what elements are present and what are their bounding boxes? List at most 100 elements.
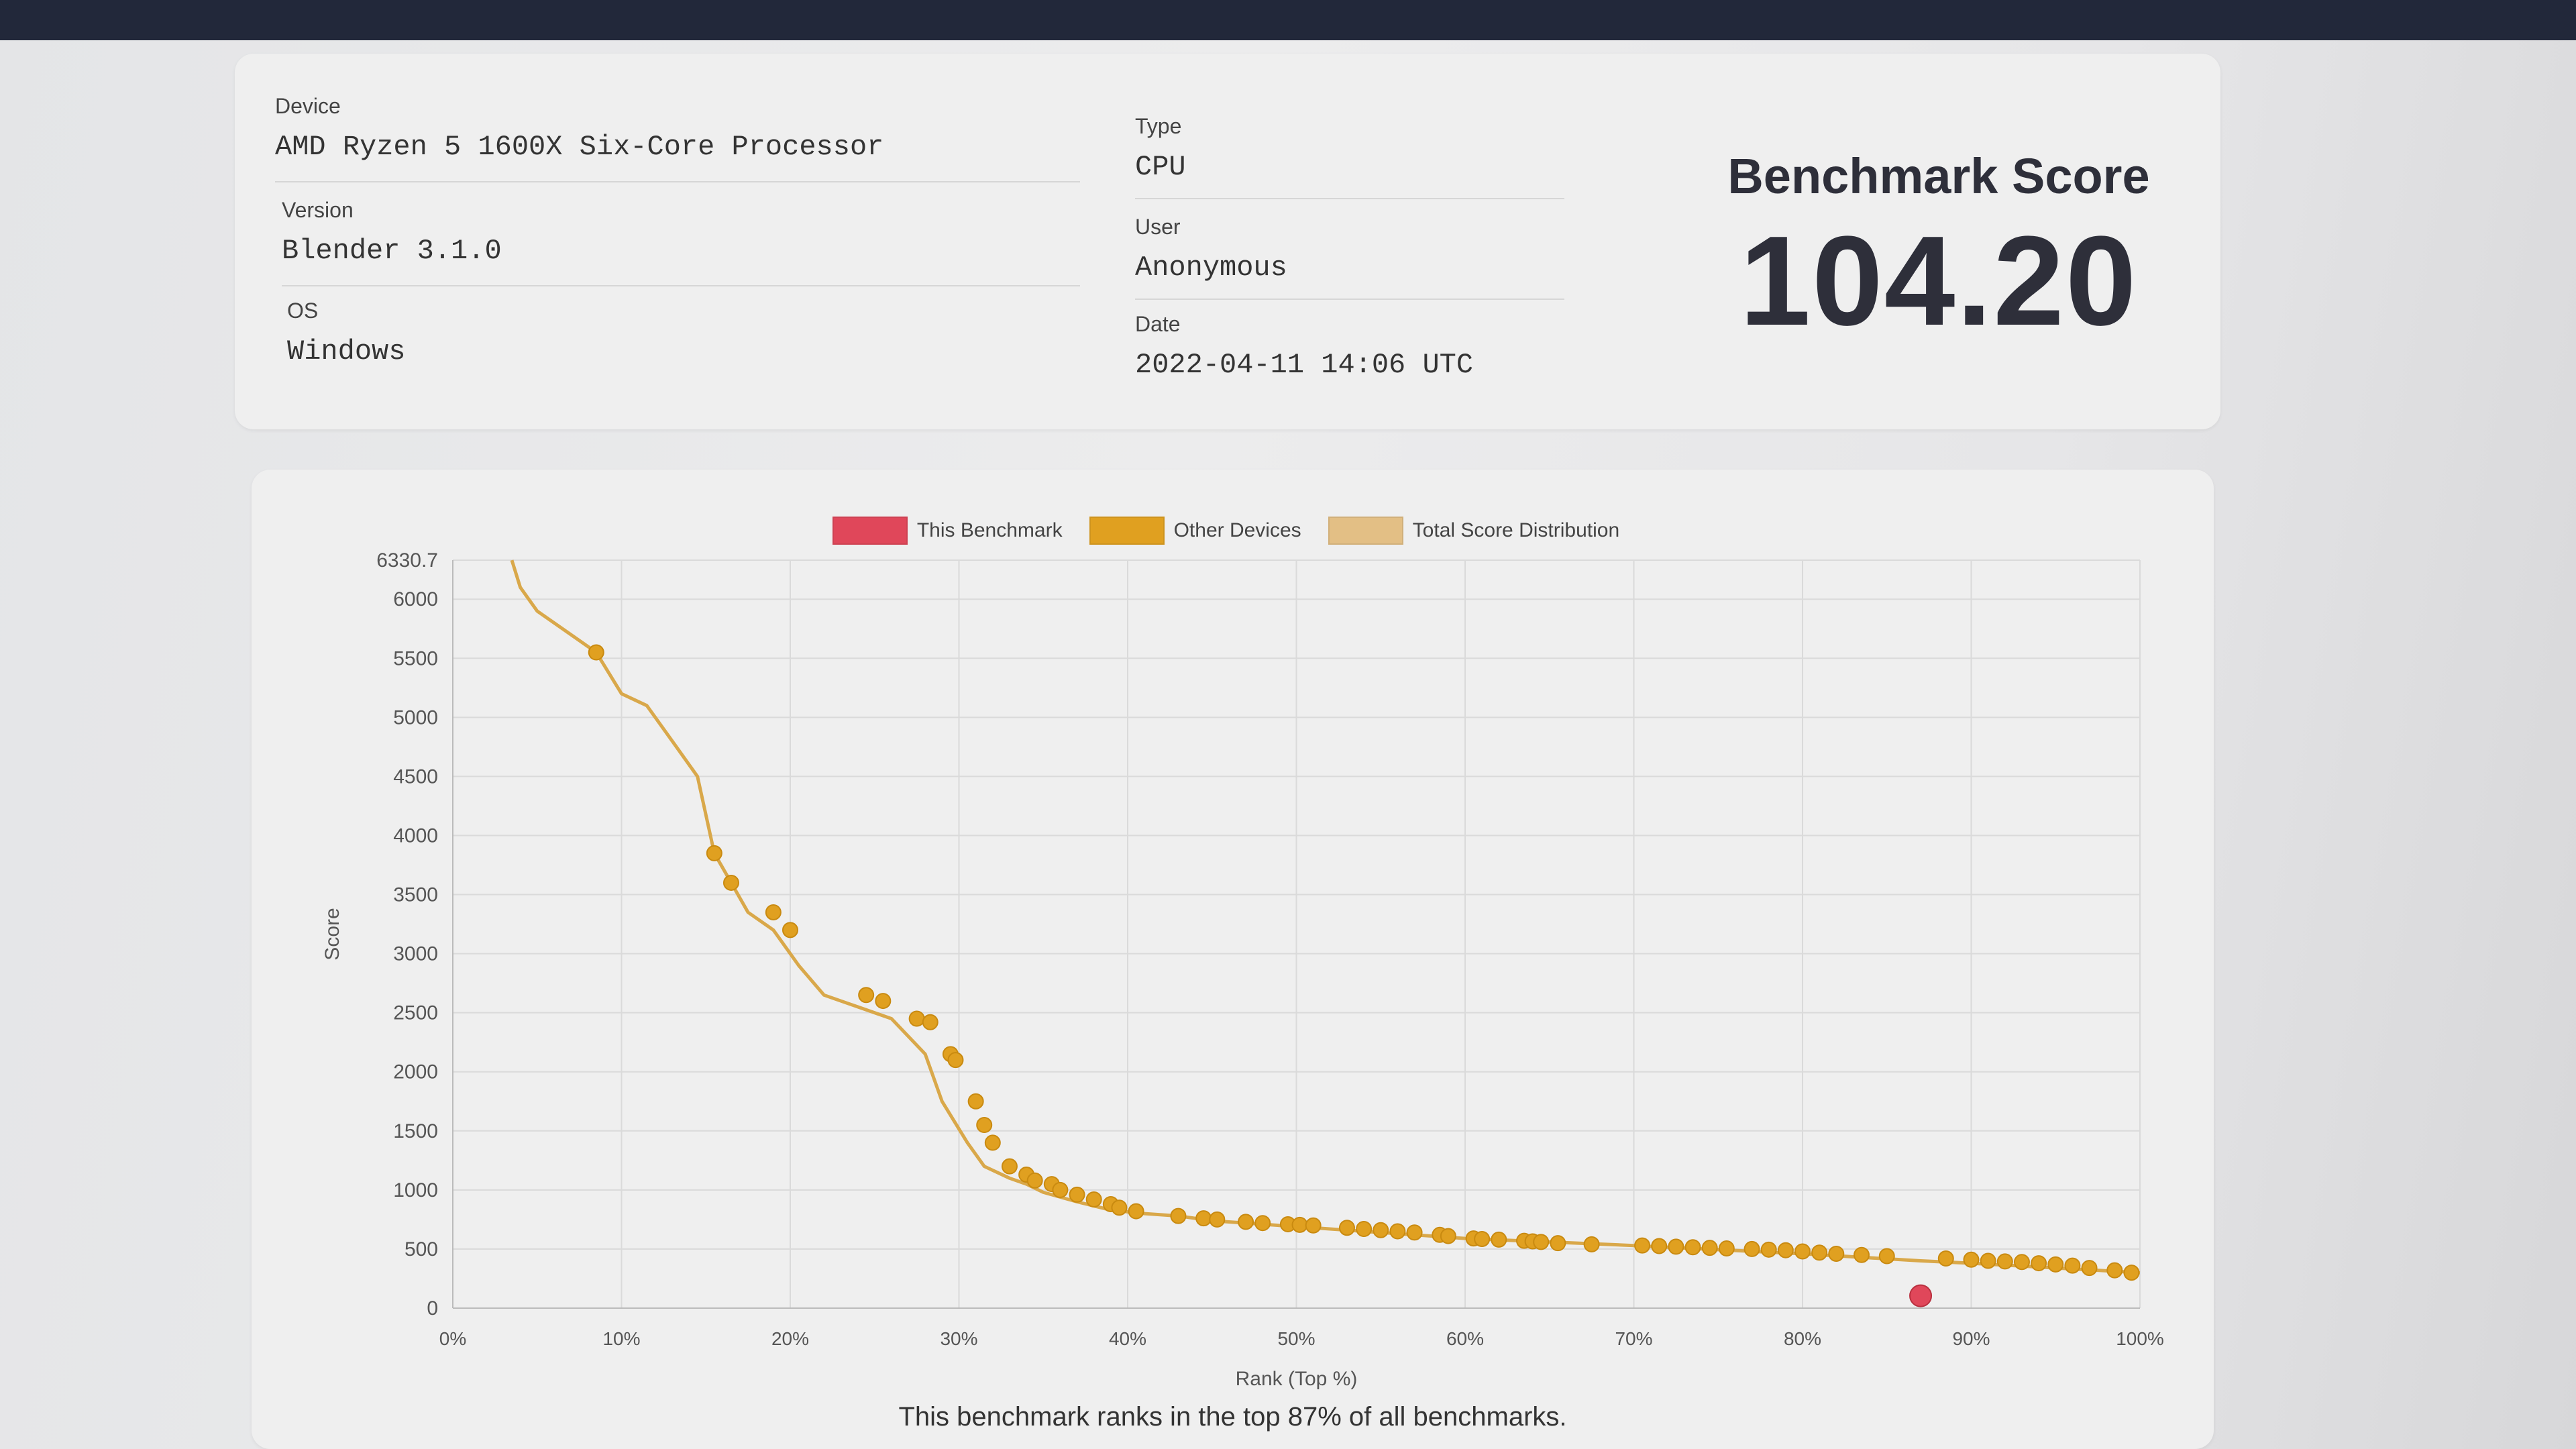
score-distribution-chart-card: This Benchmark Other Devices Total Score… <box>252 470 2214 1449</box>
y-tick-label: 5500 <box>393 647 438 669</box>
data-point-other-device <box>1854 1246 1870 1263</box>
y-tick-label: 4000 <box>393 824 438 847</box>
y-tick-label: 2000 <box>393 1061 438 1083</box>
legend-label-other-devices: Other Devices <box>1173 519 1301 541</box>
data-point-other-device <box>967 1093 984 1110</box>
date-value: 2022-04-11 14:06 UTC <box>1135 349 1474 381</box>
type-value: CPU <box>1135 151 1186 183</box>
y-tick-label: 500 <box>405 1238 438 1260</box>
data-point-other-device <box>2031 1255 2047 1272</box>
data-point-other-device <box>1811 1244 1828 1261</box>
data-point-other-device <box>1937 1250 1954 1267</box>
y-tick-label: 5000 <box>393 706 438 729</box>
date-field: Date 2022-04-11 14:06 UTC <box>1135 312 1564 396</box>
device-value: AMD Ryzen 5 1600X Six-Core Processor <box>275 131 884 163</box>
data-point-other-device <box>1356 1220 1373 1237</box>
top-bar <box>0 0 2576 40</box>
data-point-other-device <box>1718 1240 1735 1257</box>
y-tick-label: 1500 <box>393 1120 438 1142</box>
version-value: Blender 3.1.0 <box>282 235 502 267</box>
user-label: User <box>1135 215 1181 239</box>
os-value: Windows <box>287 335 406 368</box>
benchmark-info-card: Device AMD Ryzen 5 1600X Six-Core Proces… <box>235 54 2220 429</box>
score-distribution-chart: 0% 10% 20% 30% 40% 50% 60% 70% 80% 90% 100% 0 500 100… <box>321 549 2164 1390</box>
data-point-other-device <box>782 922 798 938</box>
y-tick-label: 2500 <box>393 1002 438 1024</box>
data-point-other-device <box>984 1134 1001 1151</box>
data-point-other-device <box>1111 1199 1128 1216</box>
data-point-other-device <box>1794 1243 1811 1260</box>
user-value: Anonymous <box>1135 252 1287 284</box>
x-tick-label: 30% <box>940 1328 977 1349</box>
series-line-total-distribution <box>510 559 2141 1275</box>
data-point-other-device <box>875 993 892 1010</box>
chart-legend: This Benchmark Other Devices Total Score… <box>252 517 2214 545</box>
user-field: User Anonymous <box>1135 215 1564 300</box>
data-point-other-device <box>1996 1253 2013 1270</box>
data-point-other-device <box>2081 1260 2098 1277</box>
data-point-other-device <box>1878 1248 1895 1265</box>
type-field: Type CPU <box>1135 114 1564 199</box>
data-point-other-device <box>1085 1191 1102 1208</box>
data-point-other-device <box>1373 1222 1389 1238</box>
type-label: Type <box>1135 114 1182 138</box>
data-point-other-device <box>1052 1181 1069 1198</box>
os-label: OS <box>287 299 319 323</box>
y-tick-label: 3000 <box>393 943 438 965</box>
legend-swatch-this-benchmark <box>832 517 908 545</box>
legend-label-this-benchmark: This Benchmark <box>916 519 1063 541</box>
y-tick-label: 4500 <box>393 765 438 788</box>
data-point-other-device <box>858 987 875 1004</box>
data-point-other-device <box>765 904 782 920</box>
data-point-other-device <box>976 1117 993 1134</box>
x-tick-label: 20% <box>771 1328 809 1349</box>
legend-label-total-distribution: Total Score Distribution <box>1412 519 1620 541</box>
data-point-other-device <box>1069 1186 1085 1203</box>
data-point-other-device <box>706 845 722 861</box>
data-point-other-device <box>1406 1224 1423 1241</box>
data-point-other-device <box>947 1052 964 1069</box>
date-label: Date <box>1135 312 1181 336</box>
y-tick-label: 1000 <box>393 1179 438 1201</box>
x-tick-label: 90% <box>1952 1328 1990 1349</box>
y-axis-title: Score <box>321 908 343 960</box>
data-point-other-device <box>1170 1208 1187 1224</box>
data-point-other-device <box>1291 1216 1308 1233</box>
x-tick-label: 50% <box>1277 1328 1315 1349</box>
benchmark-score-title: Benchmark Score <box>1727 148 2150 204</box>
device-field: Device AMD Ryzen 5 1600X Six-Core Proces… <box>275 94 1080 182</box>
data-point-other-device <box>1651 1238 1668 1254</box>
legend-item-other-devices[interactable]: Other Devices <box>1089 517 1301 545</box>
data-point-other-device <box>2123 1265 2140 1281</box>
data-point-other-device <box>1491 1231 1507 1248</box>
x-axis-title: Rank (Top %) <box>1236 1368 1358 1390</box>
device-label: Device <box>275 94 341 118</box>
data-point-other-device <box>1701 1240 1718 1256</box>
data-point-other-device <box>1254 1215 1271 1232</box>
x-tick-label: 10% <box>602 1328 640 1349</box>
data-point-other-device <box>2047 1256 2064 1273</box>
legend-swatch-total-distribution <box>1328 517 1403 545</box>
data-point-other-device <box>1238 1214 1254 1230</box>
data-point-other-device <box>1389 1223 1406 1240</box>
benchmark-score-value: 104.20 <box>1739 210 2138 352</box>
legend-item-this-benchmark[interactable]: This Benchmark <box>832 517 1063 545</box>
data-point-other-device <box>1474 1230 1491 1247</box>
data-point-other-device <box>1128 1203 1144 1220</box>
data-point-other-device <box>2064 1257 2081 1274</box>
data-point-other-device <box>1440 1228 1456 1244</box>
x-tick-label: 100% <box>2116 1328 2164 1349</box>
legend-item-total-distribution[interactable]: Total Score Distribution <box>1328 517 1619 545</box>
data-point-other-device <box>1338 1220 1355 1236</box>
data-point-other-device <box>2013 1254 2030 1271</box>
data-point-other-device <box>1195 1210 1212 1227</box>
data-point-other-device <box>1760 1241 1777 1258</box>
data-point-this-benchmark <box>1909 1284 1933 1307</box>
x-tick-label: 70% <box>1615 1328 1652 1349</box>
data-point-other-device <box>1684 1239 1701 1256</box>
data-point-other-device <box>922 1014 938 1030</box>
data-point-other-device <box>1583 1236 1600 1252</box>
data-point-other-device <box>2106 1262 2123 1279</box>
data-point-other-device <box>908 1010 925 1027</box>
y-tick-label-max: 6330.7 <box>376 549 438 572</box>
